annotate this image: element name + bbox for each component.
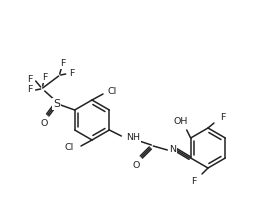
Text: F: F (191, 177, 196, 187)
Text: S: S (53, 99, 60, 109)
Text: NH: NH (126, 133, 140, 143)
Text: F: F (69, 69, 74, 78)
Text: F: F (27, 86, 33, 95)
Text: N: N (169, 145, 176, 154)
Text: O: O (41, 118, 48, 128)
Text: F: F (27, 76, 33, 84)
Text: O: O (133, 160, 140, 170)
Text: F: F (42, 74, 47, 82)
Text: Cl: Cl (65, 143, 74, 152)
Text: Cl: Cl (108, 88, 117, 97)
Text: F: F (220, 114, 225, 122)
Text: OH: OH (174, 118, 188, 126)
Text: F: F (60, 59, 65, 69)
